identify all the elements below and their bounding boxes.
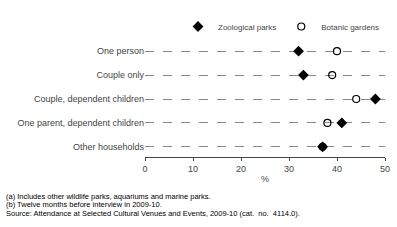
svg-text:Botanic gardens: Botanic gardens bbox=[321, 23, 379, 32]
svg-text:50: 50 bbox=[380, 164, 390, 174]
svg-text:Couple, dependent children: Couple, dependent children bbox=[34, 94, 144, 104]
svg-text:0: 0 bbox=[142, 164, 147, 174]
svg-text:One parent, dependent children: One parent, dependent children bbox=[17, 118, 144, 128]
svg-text:Other households: Other households bbox=[73, 142, 145, 152]
svg-text:(b) Twelve months before inter: (b) Twelve months before interview in 20… bbox=[6, 200, 162, 209]
svg-text:40: 40 bbox=[332, 164, 342, 174]
svg-text:(a) Includes other wildlife pa: (a) Includes other wildlife parks, aquar… bbox=[6, 192, 211, 201]
svg-text:%: % bbox=[261, 174, 269, 184]
svg-text:10: 10 bbox=[188, 164, 198, 174]
svg-text:Couple only: Couple only bbox=[96, 70, 144, 80]
svg-text:Zoological parks: Zoological parks bbox=[218, 23, 276, 32]
svg-text:30: 30 bbox=[284, 164, 294, 174]
svg-text:Source: Attendance at Selected: Source: Attendance at Selected Cultural … bbox=[6, 209, 300, 218]
svg-text:20: 20 bbox=[236, 164, 246, 174]
svg-text:One person: One person bbox=[97, 46, 144, 56]
